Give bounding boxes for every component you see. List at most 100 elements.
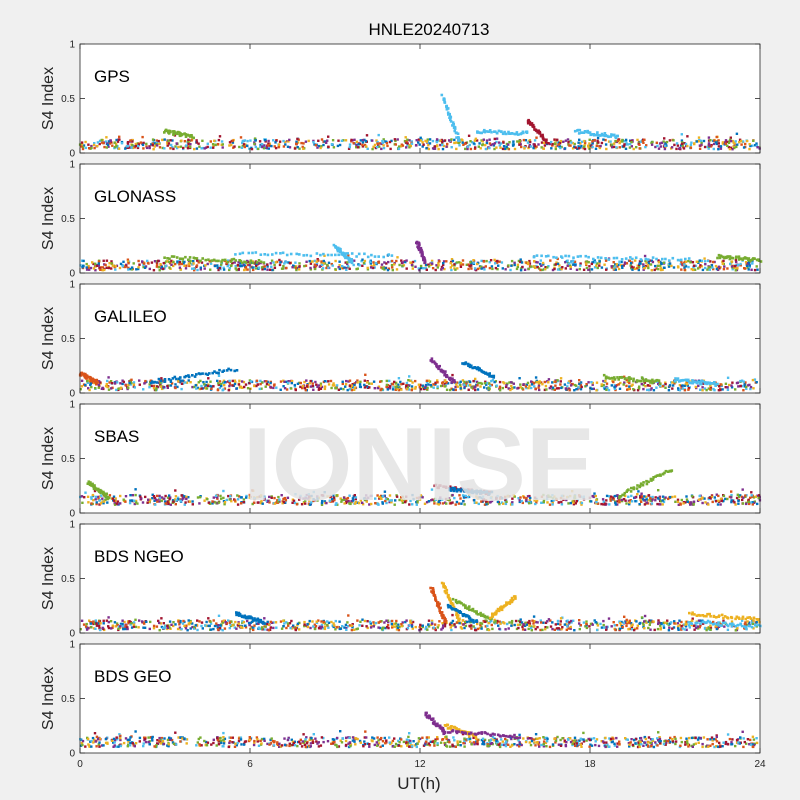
data-point [676, 500, 680, 503]
data-point [269, 385, 272, 389]
data-point [577, 141, 580, 144]
data-point [85, 628, 89, 631]
data-point [179, 499, 182, 503]
feature-point [596, 131, 599, 134]
data-point [540, 141, 544, 144]
data-point [689, 146, 693, 150]
data-point [609, 499, 612, 502]
data-point [734, 269, 737, 272]
data-point [733, 501, 736, 504]
data-point [528, 384, 531, 387]
data-point [422, 267, 425, 270]
data-point [256, 496, 259, 499]
data-point [559, 496, 563, 500]
data-point [702, 139, 706, 143]
feature-point [467, 364, 470, 367]
data-point [578, 382, 581, 386]
data-point [90, 146, 93, 150]
data-point [556, 138, 559, 142]
data-point [223, 387, 227, 390]
data-point [603, 387, 606, 391]
data-point [309, 496, 312, 500]
data-point [504, 385, 508, 389]
data-point [285, 380, 288, 383]
data-point [172, 621, 175, 624]
feature-point [647, 379, 651, 383]
data-point [345, 379, 348, 383]
data-point [595, 262, 599, 265]
feature-point [572, 256, 575, 259]
data-point [90, 385, 93, 389]
data-point [693, 142, 696, 146]
data-point [239, 136, 243, 139]
data-point [559, 628, 562, 631]
data-point [488, 382, 491, 385]
data-point [222, 268, 226, 271]
data-point [753, 501, 756, 504]
data-point [80, 379, 84, 382]
data-point [317, 387, 321, 390]
data-point [507, 264, 510, 267]
data-point [484, 143, 487, 147]
data-point [498, 380, 502, 384]
data-point [536, 261, 539, 264]
feature-point [651, 378, 654, 382]
data-point [410, 142, 414, 145]
data-point [553, 495, 556, 498]
feature-point [432, 360, 436, 363]
data-point [639, 496, 642, 499]
data-point [464, 147, 467, 151]
data-point [452, 388, 455, 391]
data-point [467, 388, 470, 391]
data-point [322, 259, 325, 263]
data-point [628, 503, 631, 506]
data-point [315, 263, 318, 267]
feature-point [93, 485, 96, 488]
data-point [636, 389, 640, 392]
data-point [359, 385, 362, 389]
feature-point [604, 377, 608, 380]
data-point [470, 386, 473, 389]
data-point [549, 385, 553, 388]
data-point [417, 267, 420, 270]
data-point [513, 263, 516, 267]
feature-point [645, 482, 649, 486]
data-point [279, 380, 283, 383]
data-point [87, 264, 90, 268]
data-point [651, 260, 655, 264]
data-point [622, 498, 626, 501]
data-point [228, 498, 231, 501]
data-point [253, 262, 256, 265]
feature-point [163, 380, 167, 383]
data-point [182, 262, 185, 265]
data-point [441, 381, 445, 384]
feature-point [623, 491, 627, 495]
data-point [214, 494, 218, 497]
data-point [568, 389, 571, 392]
data-point [227, 259, 230, 262]
data-point [585, 626, 589, 630]
data-point [322, 261, 325, 264]
feature-point [159, 379, 163, 383]
data-point [264, 385, 267, 388]
data-point [724, 497, 727, 501]
feature-point [632, 377, 635, 381]
data-point [527, 386, 530, 390]
data-point [203, 267, 206, 270]
data-point [187, 262, 190, 265]
data-point [744, 267, 747, 270]
data-point [643, 381, 647, 384]
data-point [118, 387, 121, 390]
feature-point [213, 370, 216, 373]
data-point [623, 143, 626, 146]
data-point [442, 263, 445, 266]
data-point [582, 495, 585, 498]
feature-point [636, 484, 639, 487]
feature-point [467, 488, 470, 492]
data-point [671, 495, 674, 499]
data-point [234, 264, 237, 268]
data-point [180, 498, 184, 501]
data-point [340, 498, 344, 502]
data-point [111, 497, 115, 500]
